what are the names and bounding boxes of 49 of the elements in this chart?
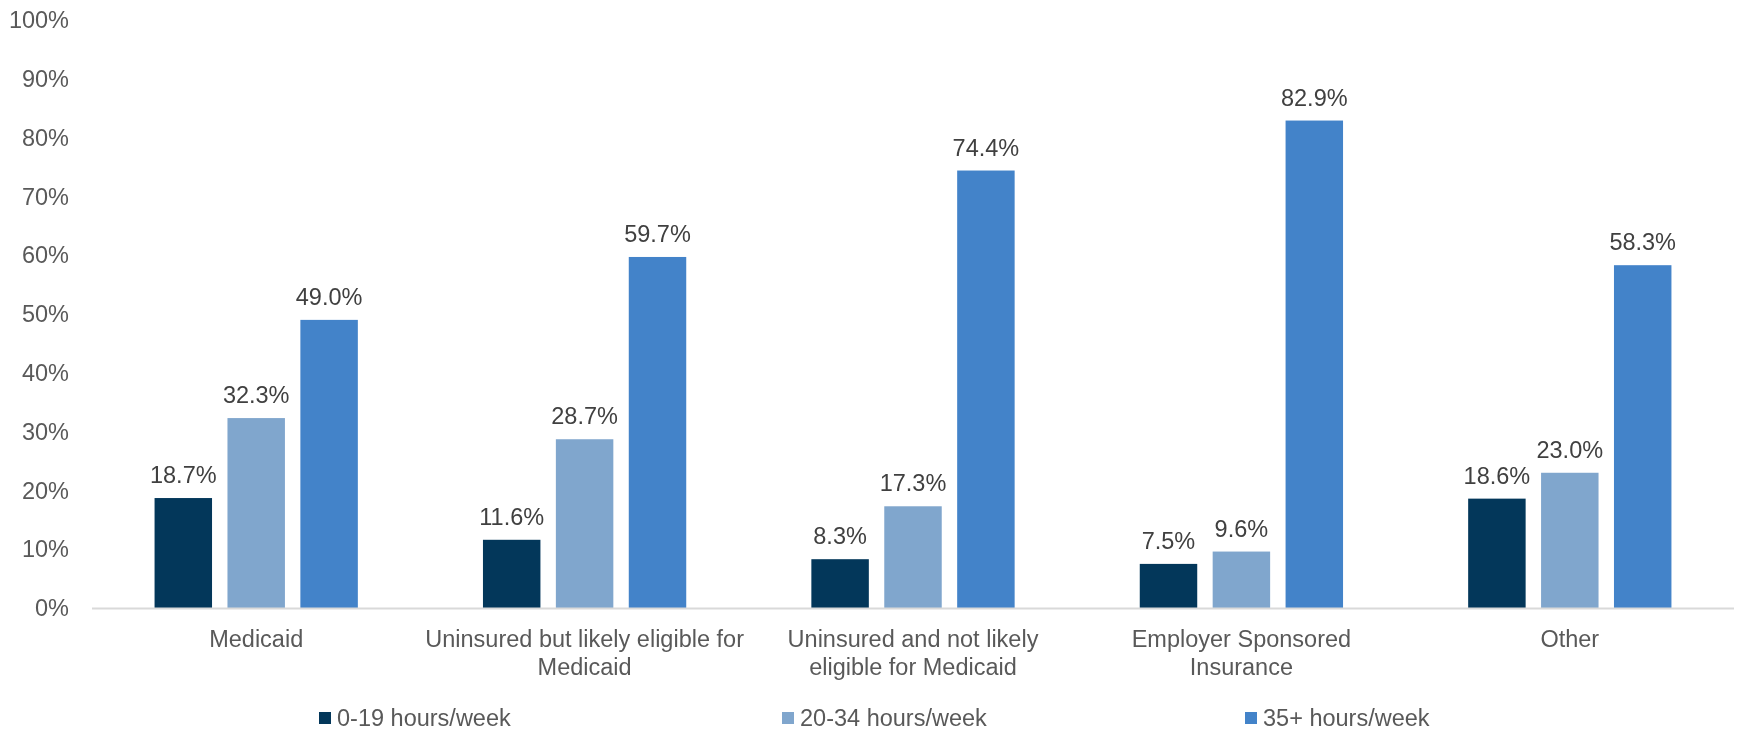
data-label: 23.0%: [1536, 436, 1604, 463]
data-label: 59.7%: [624, 220, 691, 247]
data-label: 82.9%: [1280, 84, 1348, 111]
data-label: 28.7%: [551, 403, 619, 430]
bar: [1613, 265, 1672, 608]
data-label: 58.3%: [1609, 229, 1677, 256]
data-label: 17.3%: [879, 470, 947, 497]
bar: [1285, 120, 1344, 608]
bar: [1139, 563, 1198, 608]
data-label: 32.3%: [222, 382, 290, 409]
y-tick-label: 20%: [21, 477, 70, 504]
bar: [957, 170, 1015, 608]
y-tick-label: 10%: [21, 536, 70, 563]
data-label: 11.6%: [479, 503, 545, 530]
bar: [628, 256, 687, 608]
y-tick-label: 60%: [21, 242, 70, 269]
data-label: 74.4%: [952, 134, 1020, 161]
data-label: 8.3%: [813, 523, 867, 550]
y-tick-label: 80%: [21, 124, 70, 151]
legend-label: 0-19 hours/week: [337, 705, 511, 730]
bar: [482, 539, 541, 608]
bar: [1468, 498, 1526, 608]
bar: [555, 439, 614, 608]
data-label: 18.7%: [149, 462, 217, 489]
x-tick-label: Other: [1540, 626, 1600, 652]
y-tick-label: 50%: [21, 301, 70, 328]
y-tick-label: 0%: [35, 595, 70, 622]
legend-label: 20-34 hours/week: [800, 705, 988, 730]
y-tick-label: 90%: [21, 66, 70, 93]
y-tick-label: 70%: [21, 183, 70, 210]
bar: [884, 506, 942, 608]
legend-label: 35+ hours/week: [1263, 705, 1430, 730]
bar: [300, 319, 358, 608]
x-tick-label: Uninsured and not likely eligible for Medicaid: [787, 626, 1039, 680]
y-tick-label: 40%: [21, 360, 70, 387]
data-label: 7.5%: [1141, 527, 1196, 554]
data-label: 18.6%: [1463, 462, 1531, 489]
bar: [154, 498, 213, 608]
x-tick-label: Employer Sponsored Insurance: [1131, 626, 1352, 680]
y-tick-label: 100%: [8, 7, 70, 34]
x-tick-label: Uninsured but likely eligible for Medicaid: [425, 626, 745, 680]
bar: [1541, 472, 1599, 608]
x-tick-label: Medicaid: [209, 626, 304, 652]
bar: [1212, 551, 1271, 608]
data-label: 9.6%: [1214, 515, 1269, 542]
bar: [227, 418, 285, 608]
y-tick-label: 30%: [21, 418, 70, 445]
data-label: 49.0%: [295, 283, 363, 310]
bar: [811, 559, 869, 608]
